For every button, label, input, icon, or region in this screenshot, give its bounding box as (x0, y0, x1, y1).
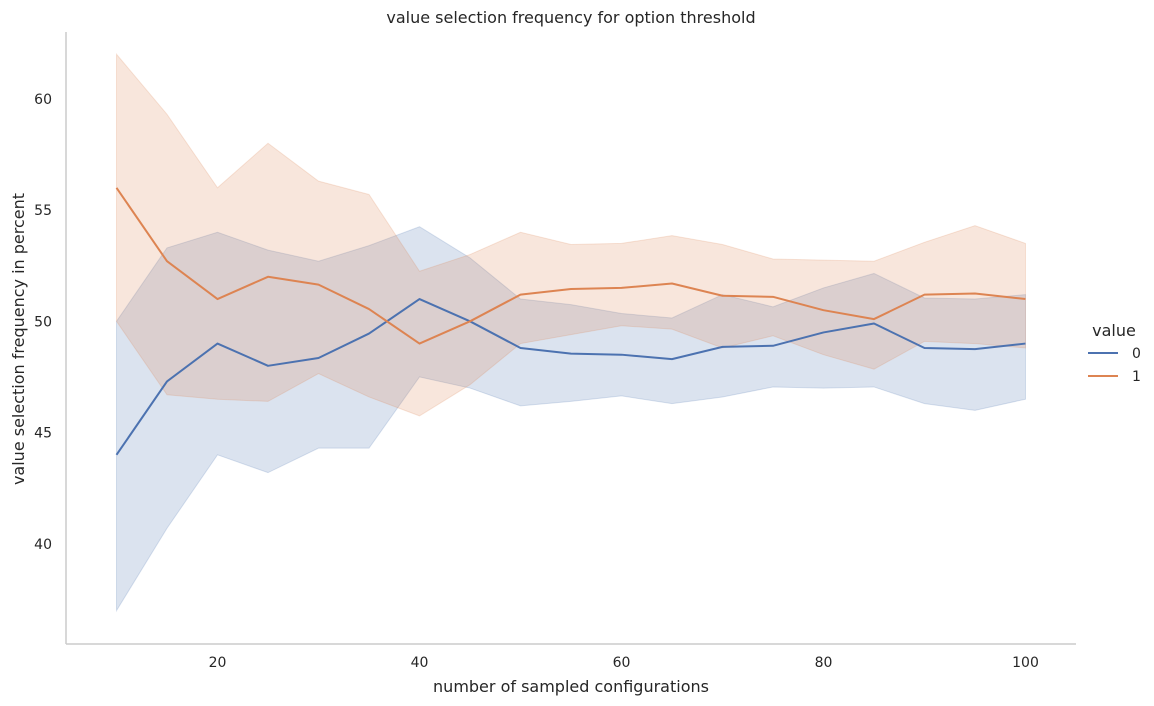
y-tick-label: 55 (34, 203, 52, 219)
x-tick-labels: 20 40 60 80 100 (209, 655, 1039, 671)
legend-label-1: 1 (1132, 369, 1141, 385)
chart-title: value selection frequency for option thr… (386, 8, 755, 27)
ci-bands (116, 52, 1026, 613)
y-tick-label: 45 (34, 426, 52, 442)
x-tick-label: 40 (411, 655, 429, 671)
legend-label-0: 0 (1132, 346, 1141, 362)
x-tick-label: 80 (815, 655, 833, 671)
ci-band-series-1 (116, 52, 1026, 417)
y-tick-labels: 40 45 50 55 60 (34, 92, 52, 553)
y-tick-label: 60 (34, 92, 52, 108)
y-tick-label: 40 (34, 537, 52, 553)
x-tick-label: 60 (613, 655, 631, 671)
legend: value 01 (1088, 321, 1141, 385)
line-series-1 (115, 187, 1026, 345)
ci-band-series-0 (116, 226, 1026, 613)
x-tick-label: 100 (1012, 655, 1039, 671)
x-axis-label: number of sampled configurations (433, 677, 709, 696)
legend-items: 01 (1088, 346, 1141, 385)
series-lines (115, 187, 1026, 456)
x-tick-label: 20 (209, 655, 227, 671)
legend-title: value (1092, 321, 1136, 340)
y-tick-label: 50 (34, 314, 52, 330)
y-axis-label: value selection frequency in percent (9, 193, 28, 485)
line-series-0 (115, 298, 1026, 456)
